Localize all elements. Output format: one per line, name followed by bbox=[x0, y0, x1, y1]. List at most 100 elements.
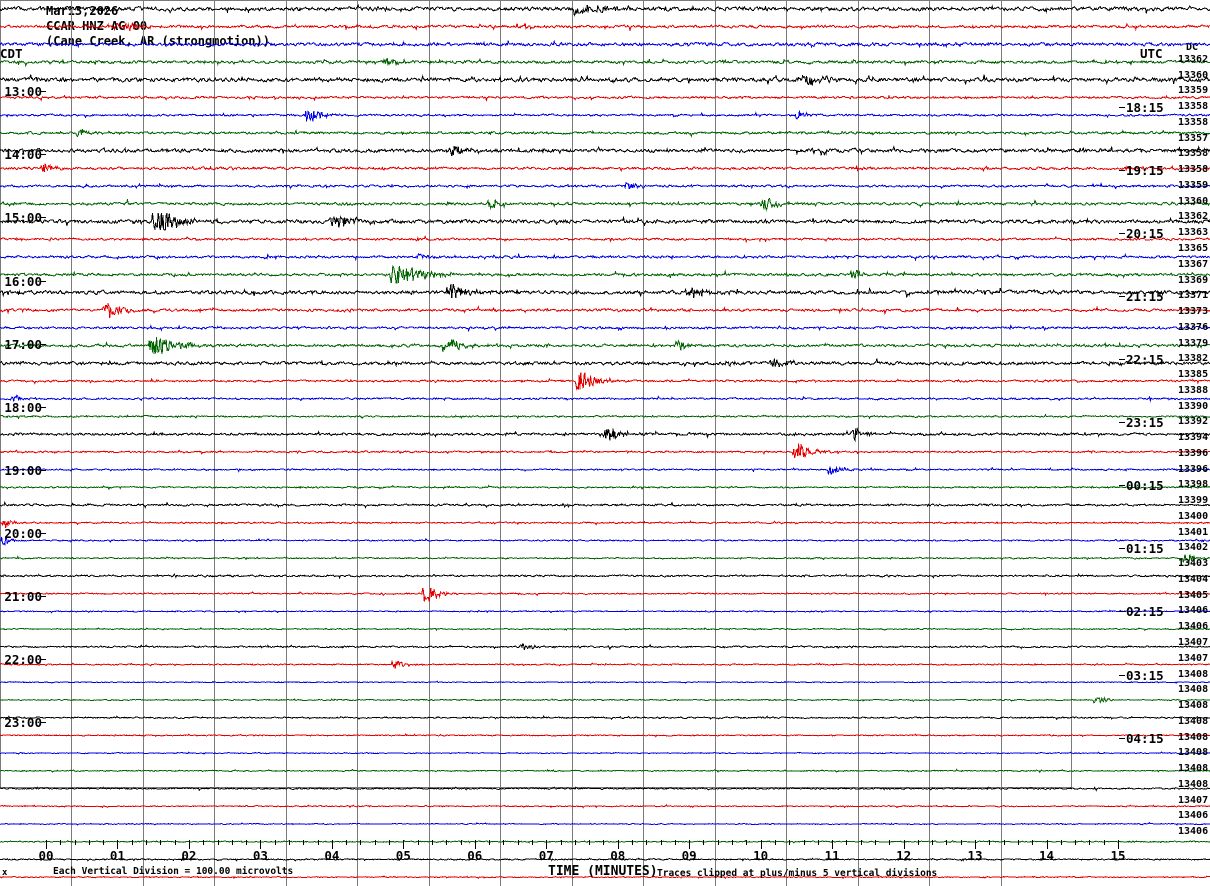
right-tick-8 bbox=[1119, 611, 1125, 613]
trace-35 bbox=[0, 627, 1210, 631]
right-time-label-2215: 22:15 bbox=[1126, 352, 1164, 368]
dc-value-41: 13408 bbox=[1178, 700, 1209, 712]
left-tick-7 bbox=[40, 532, 46, 534]
trace-33 bbox=[0, 587, 1210, 602]
right-time-label-0015: 00:15 bbox=[1126, 478, 1164, 494]
trace-46 bbox=[0, 821, 1210, 826]
right-tick-0 bbox=[1119, 107, 1125, 109]
dc-value-07: 13358 bbox=[1178, 164, 1209, 176]
x-tick-11-3 bbox=[875, 840, 876, 845]
dc-value-47: 13407 bbox=[1178, 794, 1209, 806]
dc-value-05: 13357 bbox=[1178, 132, 1209, 144]
dc-value-30: 13401 bbox=[1178, 526, 1209, 538]
trace-36 bbox=[0, 643, 1210, 651]
left-tick-3 bbox=[40, 280, 46, 282]
left-tick-6 bbox=[40, 469, 46, 471]
trace-38 bbox=[0, 680, 1210, 684]
right-time-label-0115: 01:15 bbox=[1126, 541, 1164, 557]
dc-value-32: 13403 bbox=[1178, 558, 1209, 570]
dc-column-header: DC bbox=[1186, 42, 1199, 53]
trace-07 bbox=[0, 129, 1210, 138]
trace-41 bbox=[0, 733, 1210, 738]
trace-19 bbox=[0, 337, 1210, 355]
x-tick-8-4 bbox=[674, 840, 676, 845]
dc-value-23: 13392 bbox=[1178, 416, 1209, 428]
trace-15 bbox=[0, 264, 1210, 284]
x-tick-0-4 bbox=[103, 840, 105, 845]
x-tick-8-3 bbox=[660, 840, 662, 845]
scale-note: Each Vertical Division = 100.00 microvol… bbox=[53, 866, 294, 877]
left-tick-2 bbox=[40, 217, 46, 219]
dc-value-40: 13408 bbox=[1178, 684, 1209, 696]
x-tick-2-4 bbox=[246, 840, 248, 845]
grid-line-minute-13 bbox=[929, 0, 931, 886]
x-tick-13-0 bbox=[975, 840, 977, 849]
dc-value-27: 13398 bbox=[1178, 479, 1209, 491]
dc-value-39: 13408 bbox=[1178, 668, 1209, 680]
dc-value-45: 13408 bbox=[1178, 763, 1209, 775]
x-tick-5-4 bbox=[460, 840, 462, 845]
x-tick-14-1 bbox=[1060, 840, 1062, 845]
x-tick-7-0 bbox=[546, 840, 548, 849]
grid-line-minute-1 bbox=[71, 0, 73, 886]
x-axis-label-15: 15 bbox=[1110, 848, 1126, 863]
right-time-label-1915: 19:15 bbox=[1126, 163, 1164, 179]
right-time-label-0315: 03:15 bbox=[1126, 667, 1164, 683]
trace-14 bbox=[0, 252, 1210, 262]
trace-09 bbox=[0, 163, 1210, 173]
grid-line-minute-11 bbox=[786, 0, 788, 886]
trace-29 bbox=[0, 519, 1210, 529]
x-tick-7-4 bbox=[603, 840, 605, 845]
dc-value-03: 13358 bbox=[1178, 101, 1209, 113]
x-tick-8-0 bbox=[617, 840, 619, 849]
left-time-label-2100: 21:00 bbox=[4, 588, 42, 604]
clipping-note: Traces clipped at plus/minus 5 vertical … bbox=[657, 868, 938, 879]
x-axis-ticks bbox=[46, 840, 1119, 850]
x-tick-10-0 bbox=[760, 840, 762, 849]
x-tick-10-1 bbox=[774, 840, 776, 845]
dc-value-11: 13363 bbox=[1178, 227, 1209, 239]
x-tick-10-3 bbox=[803, 840, 805, 845]
left-time-label-1900: 19:00 bbox=[4, 462, 42, 478]
x-axis-title: TIME (MINUTES) bbox=[548, 864, 658, 879]
dc-value-14: 13369 bbox=[1178, 274, 1209, 286]
x-tick-10-2 bbox=[789, 840, 791, 845]
x-tick-3-3 bbox=[303, 840, 305, 845]
grid-line-minute-6 bbox=[428, 0, 430, 886]
header-date: Mar13,2026 bbox=[46, 4, 119, 18]
x-axis-label-05: 05 bbox=[395, 848, 411, 863]
trace-05 bbox=[0, 94, 1210, 103]
x-tick-3-0 bbox=[260, 840, 262, 849]
left-tick-0 bbox=[40, 91, 46, 93]
x-axis-label-11: 11 bbox=[824, 848, 840, 863]
right-tick-5 bbox=[1119, 422, 1125, 424]
x-tick-4-1 bbox=[346, 840, 348, 845]
x-tick-12-4 bbox=[960, 840, 962, 845]
left-time-label-1300: 13:00 bbox=[4, 84, 42, 100]
left-time-label-2000: 20:00 bbox=[4, 525, 42, 541]
x-tick-12-3 bbox=[946, 840, 948, 845]
dc-value-35: 13406 bbox=[1178, 605, 1209, 617]
dc-value-17: 13376 bbox=[1178, 321, 1209, 333]
grid-line-minute-7 bbox=[500, 0, 502, 886]
trace-21 bbox=[0, 372, 1210, 392]
dc-value-24: 13394 bbox=[1178, 432, 1209, 444]
dc-value-21: 13388 bbox=[1178, 384, 1209, 396]
left-tick-4 bbox=[40, 343, 46, 345]
x-axis-label-13: 13 bbox=[967, 848, 983, 863]
right-tick-6 bbox=[1119, 485, 1125, 487]
dc-value-01: 13360 bbox=[1178, 69, 1209, 81]
trace-13 bbox=[0, 235, 1210, 244]
left-tick-1 bbox=[40, 154, 46, 156]
trace-18 bbox=[0, 324, 1210, 333]
right-tick-1 bbox=[1119, 170, 1125, 172]
dc-value-22: 13390 bbox=[1178, 400, 1209, 412]
x-tick-11-4 bbox=[889, 840, 891, 845]
x-axis-label-09: 09 bbox=[681, 848, 697, 863]
x-tick-0-3 bbox=[88, 840, 90, 845]
grid-line-minute-5 bbox=[357, 0, 359, 886]
dc-value-38: 13407 bbox=[1178, 652, 1209, 664]
right-time-label-2115: 21:15 bbox=[1126, 289, 1164, 305]
grid-line-minute-8 bbox=[571, 0, 573, 886]
